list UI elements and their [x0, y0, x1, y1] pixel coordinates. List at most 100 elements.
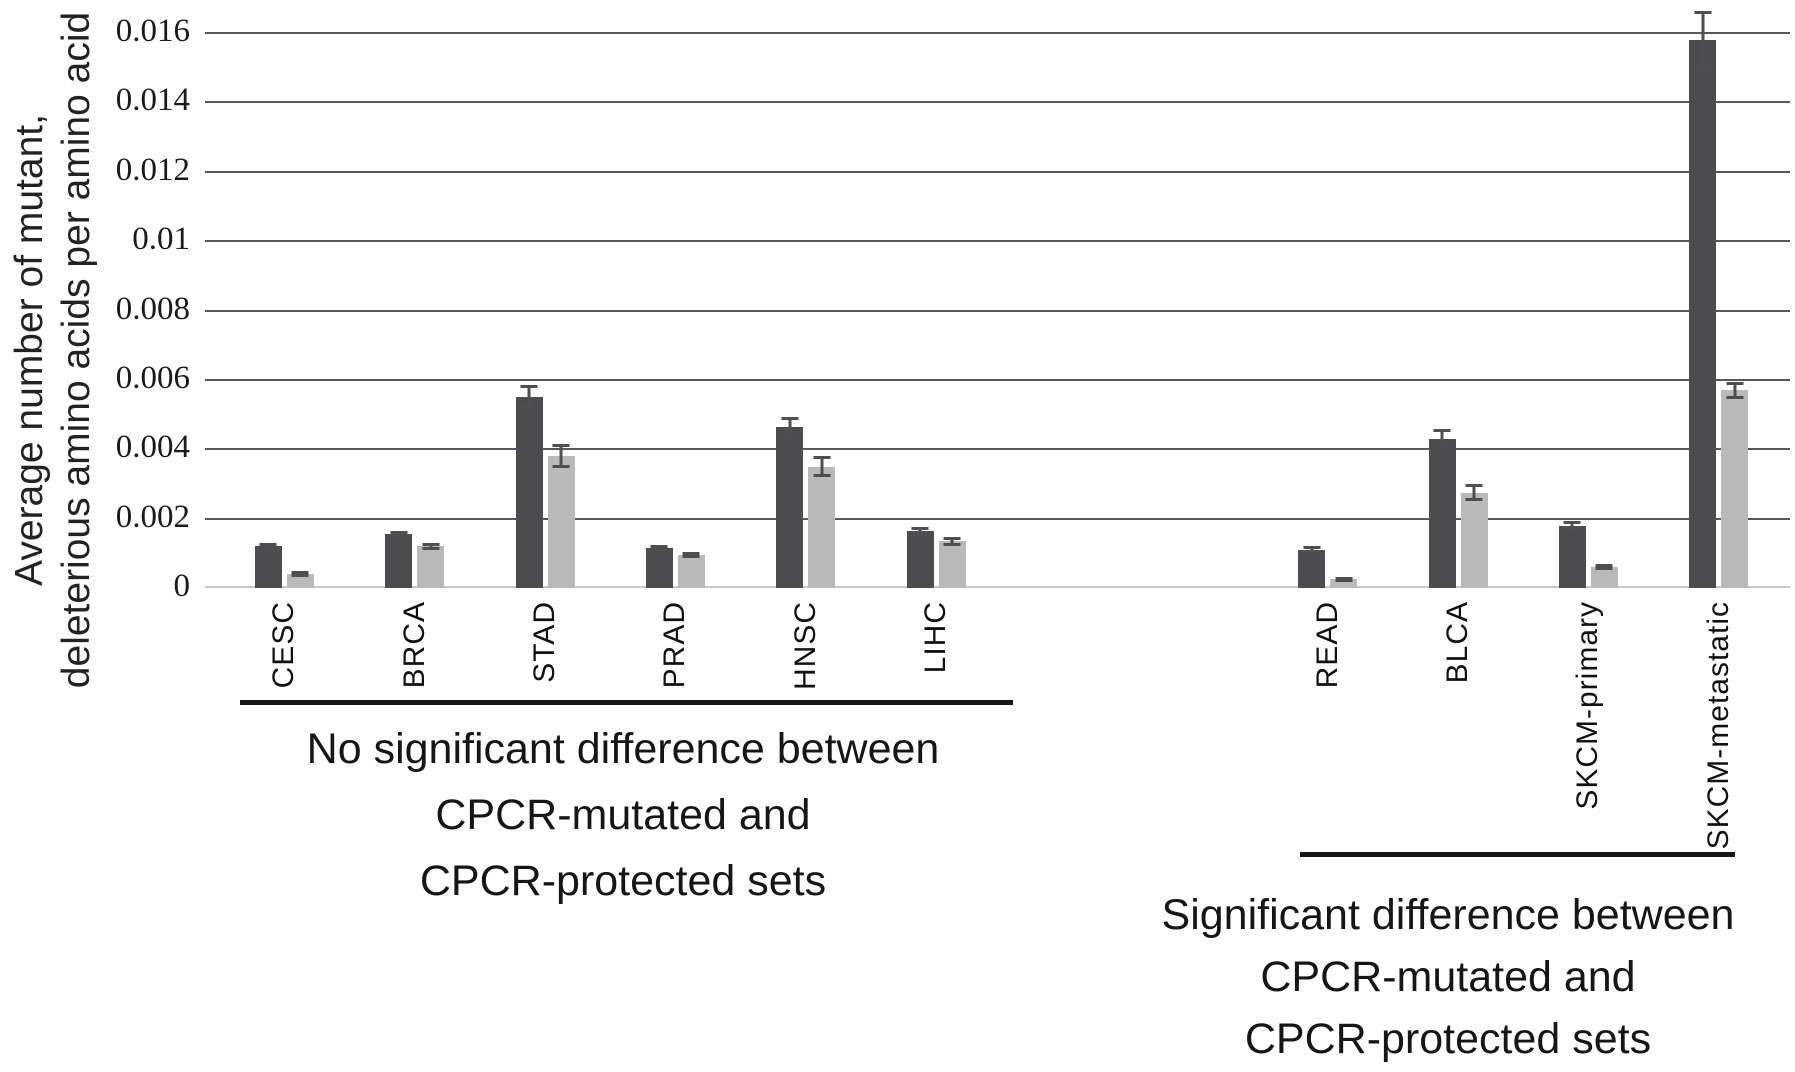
- y-tick-label: 0.01: [132, 221, 190, 258]
- category-label-READ: READ: [1310, 601, 1344, 689]
- error-bar: [950, 538, 954, 544]
- category-label-SKCM-metastatic: SKCM-metastatic: [1701, 601, 1735, 850]
- bar-cpcr-protected-READ: [1330, 576, 1358, 588]
- bar-cpcr-mutated-LIHC: [906, 526, 934, 588]
- category-label-LIHC: LIHC: [919, 601, 953, 674]
- caption-line: CPCR-mutated and: [435, 791, 811, 839]
- bar-cpcr-protected-PRAD: [677, 552, 705, 588]
- y-tick-label: 0.004: [115, 429, 190, 466]
- error-bar-top-cap: [911, 526, 929, 530]
- error-bar: [559, 445, 563, 467]
- bar-pair-CESC: [219, 0, 349, 588]
- error-bar-top-cap: [520, 385, 538, 389]
- error-bar-top-cap: [422, 542, 440, 546]
- bar-cpcr-mutated-BRCA: [385, 531, 413, 588]
- y-tick-label: 0.012: [115, 151, 190, 188]
- category-label-CESC: CESC: [267, 601, 301, 689]
- bar-slots: [205, 0, 1790, 588]
- error-bar: [397, 532, 401, 537]
- error-bar: [1733, 383, 1737, 398]
- empty-slot: [1002, 0, 1132, 588]
- error-bar: [429, 544, 433, 549]
- bar-pair-READ: [1262, 0, 1392, 588]
- gridline-0.008: [205, 309, 1790, 312]
- error-bar-top-cap: [781, 416, 799, 420]
- error-bar-top-cap: [291, 571, 309, 575]
- error-bar: [266, 544, 270, 549]
- error-bar: [1310, 547, 1314, 552]
- bar-cpcr-mutated-STAD: [515, 385, 543, 588]
- error-bar-bottom-cap: [1465, 498, 1483, 501]
- group-bracket-no-significant: [240, 700, 1013, 705]
- group-caption-significant: Significant difference between CPCR-muta…: [1103, 884, 1793, 1070]
- error-bar-top-cap: [1694, 10, 1712, 14]
- error-bar-bottom-cap: [650, 548, 668, 552]
- category-label-slot: SKCM-metastatic: [1654, 601, 1784, 849]
- error-bar: [527, 386, 531, 408]
- bar-cpcr-protected-SKCM-primary: [1590, 564, 1618, 588]
- caption-line: No significant difference between: [306, 725, 940, 773]
- error-bar-bottom-cap: [1303, 550, 1321, 554]
- error-bar: [1570, 522, 1574, 529]
- bar-cpcr-protected-BLCA: [1460, 484, 1488, 588]
- category-label-slot: READ: [1262, 601, 1392, 849]
- error-bar-bottom-cap: [1563, 526, 1581, 530]
- bar-pair-SKCM-metastatic: [1654, 0, 1784, 588]
- gridline-0.012: [205, 170, 1790, 173]
- bar-cpcr-protected-LIHC: [938, 536, 966, 588]
- error-bar: [1701, 12, 1705, 68]
- category-label-BLCA: BLCA: [1441, 601, 1474, 684]
- gridline-0.002: [205, 517, 1790, 520]
- gridline-0.004: [205, 448, 1790, 451]
- category-label-BRCA: BRCA: [397, 601, 431, 689]
- category-label-slot: [1132, 601, 1262, 849]
- error-bar-bottom-cap: [682, 554, 700, 558]
- y-tick-label: 0.008: [115, 290, 190, 327]
- bar-cpcr-mutated-CESC: [254, 543, 282, 588]
- bar-cpcr-protected-BRCA: [417, 542, 445, 588]
- error-bar-top-cap: [813, 456, 831, 460]
- error-bar-bottom-cap: [291, 574, 309, 578]
- error-bar-bottom-cap: [552, 465, 570, 469]
- error-bar-bottom-cap: [1335, 578, 1353, 582]
- bar-cpcr-mutated-SKCM-primary: [1558, 521, 1586, 588]
- error-bar-top-cap: [1595, 564, 1613, 568]
- bar-cpcr-mutated-SKCM-metastatic: [1689, 10, 1717, 588]
- error-bar-top-cap: [682, 552, 700, 556]
- error-bar-top-cap: [1433, 428, 1451, 432]
- gridline-0.006: [205, 378, 1790, 381]
- error-bar-bottom-cap: [1694, 66, 1712, 70]
- empty-slot: [1132, 0, 1262, 588]
- error-bar-bottom-cap: [1726, 395, 1744, 399]
- error-bar-top-cap: [943, 536, 961, 540]
- error-bar-top-cap: [1465, 484, 1483, 488]
- bar-cpcr-mutated-HNSC: [776, 416, 804, 588]
- caption-line: CPCR-protected sets: [1244, 1015, 1652, 1063]
- error-bar-bottom-cap: [520, 406, 538, 410]
- error-bar-top-cap: [552, 444, 570, 448]
- error-bar-bottom-cap: [1595, 567, 1613, 571]
- error-bar-top-cap: [259, 543, 277, 547]
- error-bar: [657, 546, 661, 550]
- bar-cpcr-protected-STAD: [547, 444, 575, 588]
- bar-pair-HNSC: [741, 0, 871, 588]
- error-bar-bottom-cap: [390, 534, 408, 538]
- caption-line: Significant difference between: [1161, 891, 1735, 939]
- gridline-0.016: [205, 32, 1790, 34]
- y-tick-label: 0.006: [115, 359, 190, 396]
- group-caption-no-significant: No significant difference between CPCR-m…: [200, 716, 1046, 914]
- y-tick-label: 0.002: [115, 498, 190, 535]
- error-bar-top-cap: [1335, 576, 1353, 580]
- bar-pair-BRCA: [349, 0, 479, 588]
- bar-pair-STAD: [480, 0, 610, 588]
- caption-line: CPCR-mutated and: [1260, 953, 1636, 1001]
- category-label-PRAD: PRAD: [658, 601, 692, 689]
- group-bracket-significant: [1300, 852, 1735, 857]
- error-bar-top-cap: [390, 531, 408, 535]
- error-bar-bottom-cap: [813, 473, 831, 477]
- bar-cpcr-mutated-BLCA: [1428, 428, 1456, 588]
- x-axis-baseline: [205, 586, 1790, 588]
- y-tick-label: 0.016: [115, 13, 190, 49]
- error-bar-top-cap: [1303, 546, 1321, 550]
